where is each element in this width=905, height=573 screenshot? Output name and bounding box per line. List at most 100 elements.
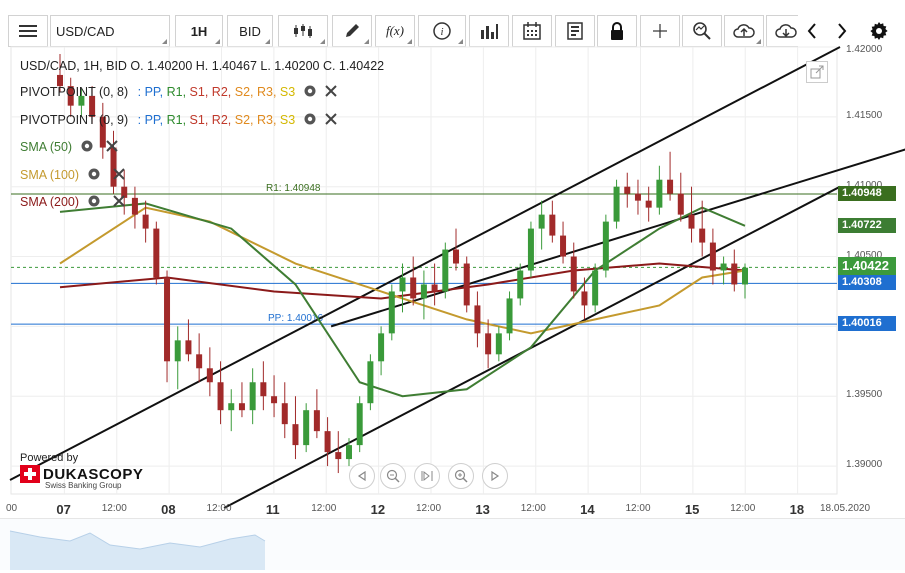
pivot-s1: S1,: [189, 84, 209, 99]
sma50-line: [59, 202, 746, 398]
upload-button[interactable]: [724, 15, 764, 47]
pivot-r3: R3,: [256, 112, 277, 127]
nav-zoom-out-button[interactable]: [380, 463, 406, 489]
candle-body: [303, 410, 310, 446]
y-tick-label: 1.39500: [846, 389, 883, 401]
nav-prev-button[interactable]: [349, 463, 375, 489]
candle-body: [121, 186, 128, 198]
dropdown-corner-icon: [458, 39, 463, 44]
candle-body: [538, 214, 545, 229]
candle-body: [313, 410, 320, 432]
gear-icon: [81, 140, 93, 152]
toolbar: USD/CAD 1H BID f(x) i: [0, 0, 905, 47]
candle-body: [453, 249, 460, 264]
lock-button[interactable]: [597, 15, 637, 47]
dropdown-corner-icon: [265, 39, 270, 44]
candle-body: [292, 424, 299, 446]
candle-body: [495, 333, 502, 355]
sma100-remove[interactable]: [112, 167, 126, 184]
channel-line: [9, 46, 841, 481]
indicators-button[interactable]: f(x): [375, 15, 415, 47]
pivot-s3: S3: [279, 84, 296, 99]
fx-icon: f(x): [385, 23, 405, 38]
candle-body: [527, 228, 534, 271]
menu-button[interactable]: [8, 15, 48, 47]
pencil-icon: [346, 24, 359, 37]
price-chart[interactable]: R1: 1.40948 PP: 1.40016: [0, 0, 905, 518]
nav-next-button[interactable]: [482, 463, 508, 489]
sma200-settings[interactable]: [87, 194, 101, 211]
scroll-right-button[interactable]: [828, 15, 856, 47]
close-icon: [113, 168, 125, 180]
price-tag-sma50: 1.40722: [838, 217, 896, 233]
y-tick-label: 1.41000: [846, 180, 882, 191]
candle-body: [613, 186, 620, 222]
overview-navigator[interactable]: [0, 518, 905, 570]
candle-body: [656, 179, 663, 208]
sma50-settings[interactable]: [80, 139, 94, 156]
candle-body: [581, 291, 588, 306]
brand-logo: DUKASCOPY: [20, 465, 143, 483]
dropdown-corner-icon: [215, 39, 220, 44]
candle-body: [442, 249, 449, 292]
dukascopy-brand: Powered by DUKASCOPY Swiss Banking Group: [20, 452, 143, 490]
candle-body: [388, 291, 395, 334]
sma200-remove[interactable]: [112, 194, 126, 211]
candle-body: [592, 270, 599, 306]
nav-zoom-in-button[interactable]: [448, 463, 474, 489]
pivot-2-settings[interactable]: [303, 112, 317, 129]
fit-icon: [421, 470, 433, 482]
x-tick-label: 18.05.2020: [820, 503, 871, 514]
candle-body: [356, 403, 363, 446]
sma50-legend: SMA (50): [20, 139, 119, 156]
pivot-1-settings[interactable]: [303, 84, 317, 101]
candle-body: [688, 214, 695, 229]
settings-button[interactable]: [862, 15, 896, 47]
candle-body: [217, 382, 224, 411]
draw-button[interactable]: [332, 15, 372, 47]
symbol-select[interactable]: USD/CAD: [50, 15, 170, 47]
candle-body: [431, 284, 438, 292]
candle-body: [731, 263, 738, 285]
candle-body: [249, 382, 256, 411]
candle-body: [634, 193, 641, 201]
chart-type-button[interactable]: [278, 15, 328, 47]
candle-body: [324, 431, 331, 453]
pivot-s2: S2,: [234, 84, 254, 99]
side-select[interactable]: BID: [227, 15, 273, 47]
info-button[interactable]: i: [418, 15, 466, 47]
x-tick-label: 14: [580, 502, 595, 517]
gear-icon: [304, 85, 316, 97]
sma50-remove[interactable]: [105, 139, 119, 156]
y-tick-label: 1.41500: [846, 109, 883, 121]
scroll-left-button[interactable]: [798, 15, 826, 47]
pivot-s1: S1,: [189, 112, 209, 127]
bars-button[interactable]: [469, 15, 509, 47]
candle-body: [260, 382, 267, 397]
expand-button[interactable]: [806, 61, 828, 83]
candle-body: [463, 263, 470, 306]
powered-by-text: Powered by: [20, 452, 79, 464]
pivot-pp: PP,: [144, 112, 164, 127]
pivot-1-remove[interactable]: [324, 84, 338, 101]
crosshair-button[interactable]: [640, 15, 680, 47]
candle-body: [378, 333, 385, 362]
template-button[interactable]: [555, 15, 595, 47]
candle-body: [517, 270, 524, 299]
candle-body: [474, 305, 481, 334]
candle-body: [78, 95, 85, 106]
candle-body: [110, 147, 117, 187]
sma100-settings[interactable]: [87, 167, 101, 184]
x-tick-label: 12:00: [625, 503, 651, 514]
pivot-2-remove[interactable]: [324, 112, 338, 129]
pivot-legend-1: PIVOTPOINT (0, 8) : PP, R1, S1, R2, S2, …: [20, 84, 338, 101]
lock-icon: [611, 22, 623, 40]
candle-body: [410, 277, 417, 299]
timeframe-select[interactable]: 1H: [175, 15, 223, 47]
pivot-legend-2: PIVOTPOINT (0, 9) : PP, R1, S1, R2, S2, …: [20, 112, 338, 129]
x-tick-label: 12:00: [311, 503, 337, 514]
candle-body: [271, 396, 278, 404]
nav-fit-button[interactable]: [414, 463, 440, 489]
x-tick-label: 12: [370, 502, 386, 517]
gear-icon: [88, 195, 100, 207]
